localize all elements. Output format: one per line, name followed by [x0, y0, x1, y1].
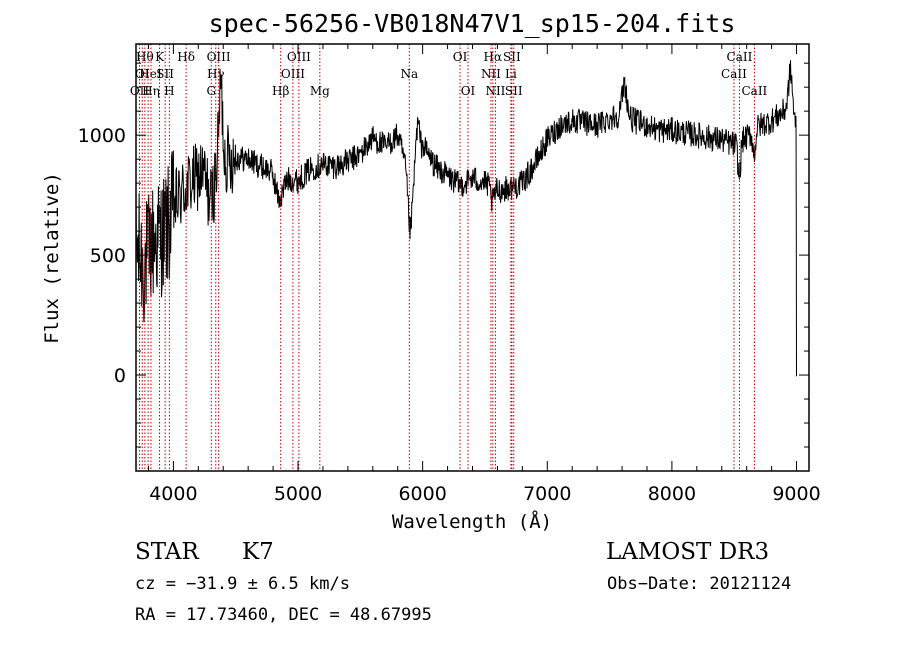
line-marker-label: OIII: [281, 67, 305, 81]
line-marker-label: G: [206, 84, 216, 98]
line-marker-label: NII: [485, 84, 505, 98]
plot-frame: [135, 43, 810, 472]
x-tick-label: 5000: [274, 483, 322, 505]
x-axis-title: Wavelength (Å): [392, 510, 552, 533]
line-marker-label: I: [157, 67, 162, 81]
line-marker-label: Hη: [142, 84, 160, 98]
x-tick-label: 9000: [772, 483, 820, 505]
x-tick-label: 4000: [149, 483, 197, 505]
line-marker-label: SII: [503, 50, 521, 64]
line-marker-label: Hγ: [207, 67, 225, 81]
line-marker-label: OIII: [287, 50, 311, 64]
line-marker-label: OI: [135, 67, 150, 81]
line-marker-label: He: [139, 67, 157, 81]
line-marker-label: Hα: [484, 50, 503, 64]
y-tick-label: 500: [90, 245, 126, 267]
line-marker-label: CaII: [727, 50, 753, 64]
line-marker-label: Hβ: [272, 84, 289, 98]
x-tick-label: 8000: [648, 483, 696, 505]
y-axis-title: Flux (relative): [41, 172, 63, 344]
sky-coordinates: RA = 17.73460, DEC = 48.67995: [135, 605, 432, 625]
line-marker-label: CaII: [741, 84, 767, 98]
redshift-velocity: cz = −31.9 ± 6.5 km/s: [135, 574, 350, 594]
survey-name: LAMOST DR3: [606, 539, 769, 565]
line-marker-label: Hθ: [136, 50, 154, 64]
observation-date: Obs−Date: 20121124: [607, 574, 791, 594]
line-marker-label: Mg: [310, 84, 330, 98]
y-tick-label: 0: [114, 365, 126, 387]
line-marker-label: CaII: [721, 67, 747, 81]
object-subclass: K7: [242, 539, 274, 565]
line-marker-label: SII: [505, 84, 523, 98]
line-marker-label: SII: [156, 67, 174, 81]
line-marker-label: NII: [481, 67, 501, 81]
line-marker-label: Hδ: [177, 50, 195, 64]
line-marker-label: K: [155, 50, 165, 64]
line-marker-label: Na: [400, 67, 418, 81]
line-marker-label: OIII: [207, 50, 231, 64]
object-class: STAR: [135, 539, 199, 565]
line-marker-label: Li: [505, 67, 517, 81]
y-tick-label: 1000: [78, 125, 126, 147]
line-marker-label: OI: [453, 50, 468, 64]
plot-area: OIIOIHθHeHηKISIIHHδGHγOIIIHβOIIIOIIIMgNa…: [78, 43, 821, 505]
x-tick-label: 7000: [523, 483, 571, 505]
line-marker-label: H: [164, 84, 174, 98]
x-tick-label: 6000: [398, 483, 446, 505]
line-marker-label: OI: [461, 84, 476, 98]
chart-title: spec-56256-VB018N47V1_sp15-204.fits: [209, 9, 736, 38]
spectrum-line: [135, 60, 797, 377]
